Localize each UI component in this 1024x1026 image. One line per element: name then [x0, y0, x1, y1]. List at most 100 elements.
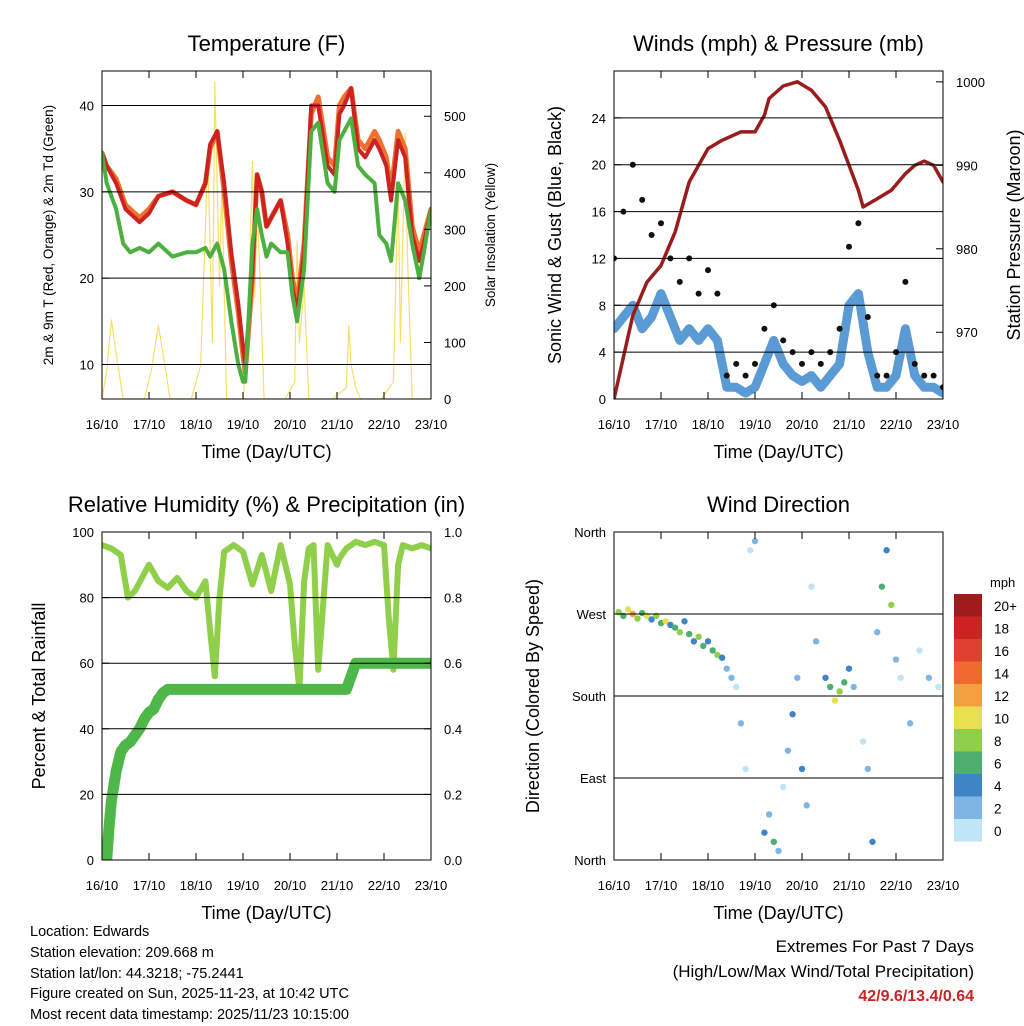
y2-tick-label: 980: [956, 242, 978, 257]
x-tick-label: 18/10: [180, 878, 213, 893]
gust-point: [874, 372, 881, 379]
legend-label: 4: [994, 779, 1002, 794]
x-axis-label: Time (Day/UTC): [713, 903, 843, 923]
chart-title: Relative Humidity (%) & Precipitation (i…: [68, 492, 465, 517]
x-tick-label: 16/10: [86, 417, 119, 432]
direction-point: [742, 765, 749, 773]
sonic-wind-line: [614, 289, 943, 398]
temperature-panel: 16/10 17/10 18/10 19/10 20/10 21/10 22/10 23/10…: [41, 31, 498, 462]
y-tick-label: 100: [72, 525, 94, 540]
y-tick-label: 16: [592, 205, 606, 220]
station-location: Location: Edwards: [30, 924, 150, 940]
legend-label: 18: [994, 622, 1009, 637]
direction-point: [667, 621, 674, 629]
gust-point: [648, 232, 655, 238]
gust-point: [940, 384, 943, 391]
direction-point: [831, 697, 839, 704]
direction-point: [827, 683, 834, 691]
extremes-value: 42/9.6/13.4/0.64: [858, 988, 974, 1005]
chart-title: Temperature (F): [188, 31, 346, 56]
gust-point: [921, 372, 928, 379]
gust-point: [799, 360, 805, 367]
x-tick-label: 22/10: [880, 417, 913, 432]
direction-point: [836, 688, 843, 695]
gust-point: [658, 220, 664, 227]
direction-point: [874, 629, 881, 636]
x-tick-label: 17/10: [645, 878, 678, 893]
direction-point: [883, 547, 890, 554]
data-timestamp: Most recent data timestamp: 2025/11/23 1…: [30, 1007, 349, 1024]
y-tick-label: East: [580, 771, 606, 786]
y2-tick-label: 300: [444, 222, 466, 237]
temp-9m-line: [102, 85, 431, 376]
temp-2m-line: [102, 86, 431, 367]
station-latlon: Station lat/lon: 44.3218; -75.2441: [30, 965, 244, 982]
y-tick-label: 40: [80, 99, 94, 114]
gust-point: [817, 360, 824, 367]
direction-point: [864, 765, 871, 773]
x-axis-label: Time (Day/UTC): [201, 442, 331, 462]
x-tick-label: 18/10: [692, 878, 725, 893]
gust-point: [752, 360, 758, 367]
direction-point: [681, 618, 688, 625]
x-tick-label: 19/10: [739, 878, 772, 893]
x-tick-label: 23/10: [415, 417, 448, 432]
direction-point: [765, 811, 773, 818]
y2-tick-label: 100: [444, 335, 466, 350]
x-tick-label: 20/10: [274, 417, 307, 432]
direction-point: [737, 720, 745, 727]
direction-point: [845, 665, 853, 672]
legend-label: 2: [994, 802, 1002, 817]
gust-point: [855, 220, 862, 227]
direction-point: [723, 665, 730, 672]
pressure-line: [614, 80, 943, 399]
direction-point: [733, 683, 740, 691]
x-tick-label: 19/10: [227, 417, 260, 432]
gust-point: [742, 372, 749, 379]
legend-swatch: [954, 774, 982, 797]
direction-point: [869, 838, 876, 845]
extremes-subtitle: (High/Low/Max Wind/Total Precipitation): [672, 962, 974, 981]
legend-swatch: [954, 616, 982, 639]
plot-area: [102, 81, 431, 399]
gust-point: [930, 372, 937, 379]
legend-swatch: [954, 661, 982, 684]
x-tick-label: 23/10: [415, 878, 448, 893]
station-info: Location: Edwards Station elevation: 209…: [30, 922, 349, 1026]
y2-tick-label: 0.0: [444, 853, 462, 868]
direction-point: [812, 638, 820, 645]
y-tick-label: 20: [592, 158, 606, 173]
direction-point: [751, 537, 759, 545]
direction-point: [780, 783, 787, 791]
direction-point: [639, 609, 646, 617]
direction-point: [634, 615, 641, 622]
gust-point: [639, 196, 646, 203]
x-tick-label: 21/10: [833, 878, 866, 893]
gust-point: [864, 314, 871, 320]
y-tick-label: 20: [80, 787, 94, 802]
y-axis-label: Percent & Total Rainfall: [29, 603, 49, 790]
figure-created: Figure created on Sun, 2025-11-23, at 10…: [30, 986, 349, 1003]
y-tick-label: 10: [80, 357, 94, 372]
direction-point: [897, 674, 904, 681]
x-axis-label: Time (Day/UTC): [713, 442, 843, 462]
direction-point: [808, 583, 815, 590]
direction-point: [695, 633, 702, 640]
rh-line: [102, 538, 431, 693]
y2-tick-label: 970: [956, 325, 978, 340]
gust-point: [733, 360, 740, 367]
legend-label: 0: [994, 824, 1002, 839]
direction-point: [878, 583, 886, 590]
y-tick-label: 0: [87, 853, 94, 868]
gust-point: [883, 372, 890, 379]
direction-point: [925, 674, 933, 681]
extremes-box: Extremes For Past 7 Days (High/Low/Max W…: [673, 934, 974, 1009]
x-tick-label: 20/10: [274, 878, 307, 893]
x-tick-label: 23/10: [927, 417, 960, 432]
direction-point: [850, 683, 857, 691]
x-tick-label: 18/10: [692, 417, 725, 432]
x-tick-label: 20/10: [786, 878, 819, 893]
x-tick-label: 18/10: [180, 417, 213, 432]
speed-color-legend: mph 20+ 18 16 14 12 10 8 6 4 2 0: [954, 575, 1017, 842]
